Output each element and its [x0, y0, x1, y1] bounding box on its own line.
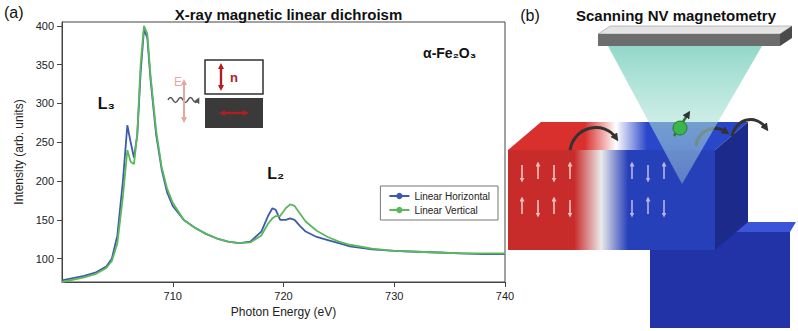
svg-text:Scanning NV magnetometry: Scanning NV magnetometry [576, 7, 777, 24]
svg-text:n: n [230, 70, 238, 85]
svg-text:(b): (b) [520, 7, 540, 24]
svg-text:400: 400 [36, 20, 54, 32]
svg-text:250: 250 [36, 136, 54, 148]
svg-text:Linear Vertical: Linear Vertical [414, 205, 477, 216]
svg-text:L₂: L₂ [267, 165, 284, 182]
svg-text:L₃: L₃ [98, 95, 115, 112]
svg-text:X-ray magnetic linear dichrois: X-ray magnetic linear dichroism [175, 6, 403, 23]
svg-text:710: 710 [164, 290, 182, 302]
svg-text:100: 100 [36, 253, 54, 265]
svg-text:E: E [174, 75, 182, 89]
svg-text:350: 350 [36, 59, 54, 71]
svg-text:150: 150 [36, 214, 54, 226]
svg-text:740: 740 [496, 290, 514, 302]
svg-text:Linear Horizontal: Linear Horizontal [414, 191, 490, 202]
svg-text:(a): (a) [4, 4, 24, 21]
svg-text:300: 300 [36, 97, 54, 109]
svg-text:200: 200 [36, 175, 54, 187]
svg-text:730: 730 [385, 290, 403, 302]
svg-text:Photon Energy (eV): Photon Energy (eV) [231, 305, 336, 319]
svg-text:Intensity (arb. units): Intensity (arb. units) [12, 99, 26, 204]
svg-text:α-Fe₂O₃: α-Fe₂O₃ [423, 45, 476, 61]
svg-text:720: 720 [274, 290, 292, 302]
